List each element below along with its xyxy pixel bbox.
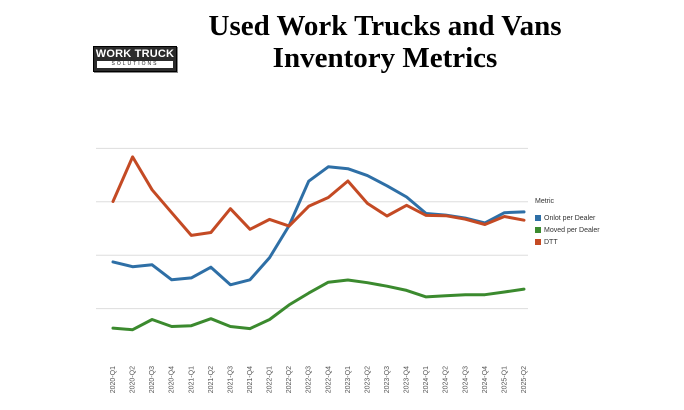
grid-lines xyxy=(96,147,528,310)
series-line-dtt xyxy=(111,155,526,237)
legend-item-onlot: Onlot per Dealer xyxy=(535,212,600,224)
x-tick-label-2024-Q1: 2024-Q1 xyxy=(423,366,430,393)
x-tick-label-2024-Q4: 2024-Q4 xyxy=(482,366,489,393)
x-tick-label-2021-Q2: 2021-Q2 xyxy=(208,366,215,393)
legend-swatch-onlot xyxy=(535,215,541,221)
chart-legend: Metric Onlot per Dealer Moved per Dealer… xyxy=(535,198,600,248)
series-line-onlot xyxy=(111,165,526,287)
x-tick-label-2022-Q1: 2022-Q1 xyxy=(267,366,274,393)
series-lines xyxy=(111,155,526,332)
x-tick-label-2020-Q2: 2020-Q2 xyxy=(130,366,137,393)
legend-label-onlot: Onlot per Dealer xyxy=(544,214,596,222)
x-tick-label-2020-Q3: 2020-Q3 xyxy=(149,366,156,393)
legend-item-dtt: DTT xyxy=(535,236,600,248)
x-tick-label-2020-Q4: 2020-Q4 xyxy=(169,366,176,393)
x-tick-label-2021-Q4: 2021-Q4 xyxy=(247,366,254,393)
x-tick-label-2022-Q3: 2022-Q3 xyxy=(306,366,313,393)
chart-title: Used Work Trucks and Vans Inventory Metr… xyxy=(150,10,620,74)
work-truck-solutions-logo: WORK TRUCK SOLUTIONS xyxy=(93,46,177,72)
logo-text-line2: SOLUTIONS xyxy=(97,61,173,68)
chart-title-line1: Used Work Trucks and Vans xyxy=(208,10,562,42)
x-tick-label-2024-Q3: 2024-Q3 xyxy=(462,366,469,393)
logo-text-line1: WORK TRUCK xyxy=(95,48,175,60)
x-tick-label-2025-Q2: 2025-Q2 xyxy=(521,366,528,393)
x-tick-label-2022-Q4: 2022-Q4 xyxy=(325,366,332,393)
series-line-moved xyxy=(111,278,526,332)
x-tick-label-2021-Q1: 2021-Q1 xyxy=(188,366,195,393)
x-tick-label-2022-Q2: 2022-Q2 xyxy=(286,366,293,393)
x-tick-label-2023-Q3: 2023-Q3 xyxy=(384,366,391,393)
legend-label-moved: Moved per Dealer xyxy=(544,226,600,234)
x-tick-label-2020-Q1: 2020-Q1 xyxy=(110,366,117,393)
legend-swatch-moved xyxy=(535,227,541,233)
x-tick-label-2021-Q3: 2021-Q3 xyxy=(227,366,234,393)
x-tick-label-2025-Q1: 2025-Q1 xyxy=(501,366,508,393)
legend-swatch-dtt xyxy=(535,239,541,245)
legend-item-moved: Moved per Dealer xyxy=(535,224,600,236)
x-tick-label-2024-Q2: 2024-Q2 xyxy=(443,366,450,393)
x-axis-tick-labels: 2020-Q1 2020-Q2 2020-Q3 2020-Q4 2021-Q1 2021-… xyxy=(110,366,528,393)
legend-title: Metric xyxy=(535,198,555,205)
legend-label-dtt: DTT xyxy=(544,238,558,246)
chart-title-line2: Inventory Metrics xyxy=(272,42,498,74)
x-tick-label-2023-Q2: 2023-Q2 xyxy=(364,366,371,393)
x-tick-label-2023-Q4: 2023-Q4 xyxy=(404,366,411,393)
x-tick-label-2023-Q1: 2023-Q1 xyxy=(345,366,352,393)
